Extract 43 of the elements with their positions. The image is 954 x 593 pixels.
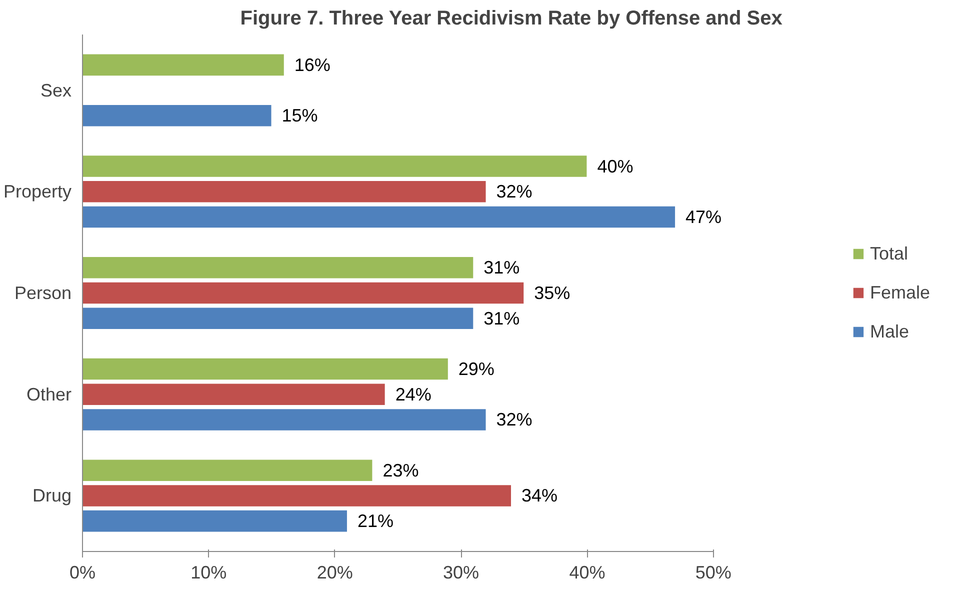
y-tick-label: Person [14, 283, 72, 303]
y-tick-label: Other [26, 384, 72, 404]
data-label: 29% [458, 359, 494, 380]
bar [82, 154, 588, 178]
bar [82, 382, 386, 406]
bar [82, 180, 487, 204]
y-tick-label: Sex [40, 80, 72, 100]
bar [82, 458, 374, 482]
bar [82, 408, 487, 432]
x-tick-label: 50% [695, 562, 732, 582]
data-label: 32% [496, 182, 532, 202]
data-label: 35% [534, 283, 570, 303]
bar [82, 53, 285, 77]
x-tick-label: 10% [190, 562, 227, 582]
data-label: 47% [686, 206, 722, 227]
chart-title: Figure 7. Three Year Recidivism Rate by Offense and Sex [240, 8, 782, 30]
y-tick-label: Drug [32, 486, 72, 506]
legend-label: Total [870, 243, 908, 264]
x-tick-label: 0% [69, 562, 96, 582]
data-label: 16% [294, 54, 330, 75]
data-label: 31% [484, 258, 520, 278]
y-tick-label: Property [3, 182, 72, 202]
data-label: 24% [395, 384, 432, 404]
bar [82, 357, 449, 381]
legend-label: Male [870, 321, 909, 342]
bar [82, 306, 474, 330]
data-label: 31% [484, 308, 520, 328]
x-tick-label: 30% [443, 562, 480, 582]
x-tick-label: 20% [316, 562, 353, 582]
bar [82, 484, 512, 508]
bar [82, 104, 272, 128]
data-label: 40% [597, 156, 634, 176]
data-label: 23% [382, 460, 419, 480]
bar [82, 281, 525, 305]
bar [82, 509, 348, 533]
legend-label: Female [870, 282, 930, 303]
data-label: 32% [496, 410, 532, 430]
data-label: 21% [357, 511, 394, 532]
x-tick-label: 40% [569, 562, 606, 582]
data-label: 15% [282, 106, 318, 126]
data-label: 34% [522, 486, 558, 506]
bar [82, 256, 474, 280]
bar [82, 205, 676, 229]
